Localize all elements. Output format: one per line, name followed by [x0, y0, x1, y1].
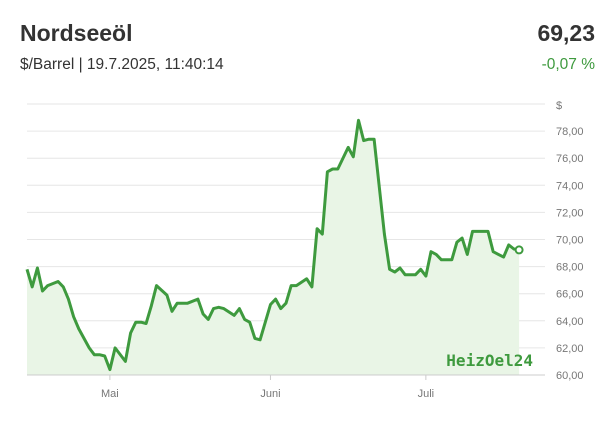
x-axis: Mai Juni Juli	[27, 374, 545, 400]
y-tick-label: 78,00	[556, 126, 584, 138]
page-title: Nordseeöl	[20, 20, 133, 46]
price-change: -0,07 %	[541, 56, 595, 73]
y-tick-label: 62,00	[556, 343, 584, 355]
unit-and-timestamp: $/Barrel | 19.7.2025, 11:40:14	[20, 56, 224, 73]
y-axis: 60,00 62,00 64,00 66,00 68,00 70,00 72,00 74,00…	[556, 126, 584, 382]
x-tick-label: Juli	[418, 388, 435, 400]
chart-marks	[514, 245, 524, 255]
heizoel24-watermark: HeizOel24	[446, 351, 533, 370]
y-tick-label: 60,00	[556, 370, 584, 382]
y-tick-label: 72,00	[556, 207, 584, 219]
x-tick-label: Juni	[260, 388, 280, 400]
price-line	[25, 118, 520, 372]
y-tick-label: 68,00	[556, 262, 584, 274]
last-price-point	[514, 245, 524, 255]
y-axis-unit-label: $	[556, 100, 562, 112]
y-tick-label: 64,00	[556, 316, 584, 328]
current-price: 69,23	[537, 20, 595, 46]
y-tick-label: 70,00	[556, 235, 584, 247]
y-tick-label: 74,00	[556, 180, 584, 192]
y-tick-label: 76,00	[556, 153, 584, 165]
y-tick-label: 66,00	[556, 289, 584, 301]
x-tick-label: Mai	[101, 388, 119, 400]
